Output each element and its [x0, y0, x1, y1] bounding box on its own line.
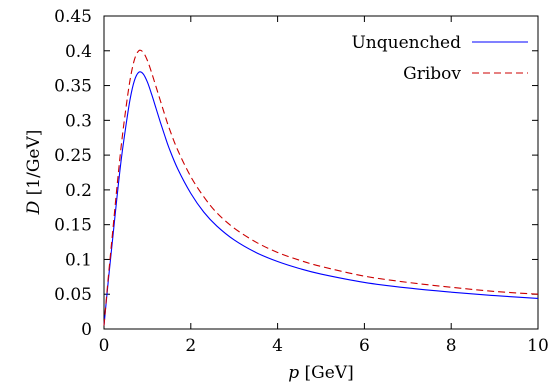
x-axis-variable: p	[288, 363, 299, 383]
legend-label-unquenched: Unquenched	[351, 33, 461, 53]
y-axis-variable: D	[24, 200, 44, 215]
y-tick-label: 0.35	[54, 77, 92, 97]
legend: Unquenched Gribov	[351, 33, 528, 84]
y-tick-label: 0.4	[65, 42, 92, 62]
legend-label-gribov: Gribov	[403, 64, 461, 84]
x-tick-label: 10	[527, 336, 549, 356]
y-tick-label: 0.3	[65, 111, 92, 131]
plot-frame	[103, 15, 539, 330]
axis-ticks: 0 2 4 6 8 10 0 0.05 0.1 0.15 0.2 0.25 0.3 0.35 0.4 0.45	[54, 7, 549, 356]
x-tick-label: 6	[359, 336, 370, 356]
y-tick-label: 0.15	[54, 216, 92, 236]
series-line-gribov	[103, 49, 539, 326]
y-tick-label: 0.1	[65, 250, 92, 270]
x-tick-label: 2	[185, 336, 196, 356]
x-axis-unit: [GeV]	[299, 363, 354, 383]
y-tick-label: 0.25	[54, 146, 92, 166]
series-layer	[103, 49, 539, 326]
y-tick-label: 0.2	[65, 181, 92, 201]
y-tick-label: 0.05	[54, 285, 92, 305]
y-axis-label: D [1/GeV]	[24, 130, 44, 216]
x-tick-label: 0	[99, 336, 110, 356]
y-axis-unit: [1/GeV]	[24, 130, 44, 201]
x-tick-label: 4	[272, 336, 283, 356]
y-tick-label: 0.45	[54, 7, 92, 27]
x-tick-label: 8	[446, 336, 457, 356]
x-axis-label: p [GeV]	[288, 363, 353, 383]
series-line-unquenched	[103, 71, 539, 326]
y-tick-label: 0	[81, 320, 92, 340]
